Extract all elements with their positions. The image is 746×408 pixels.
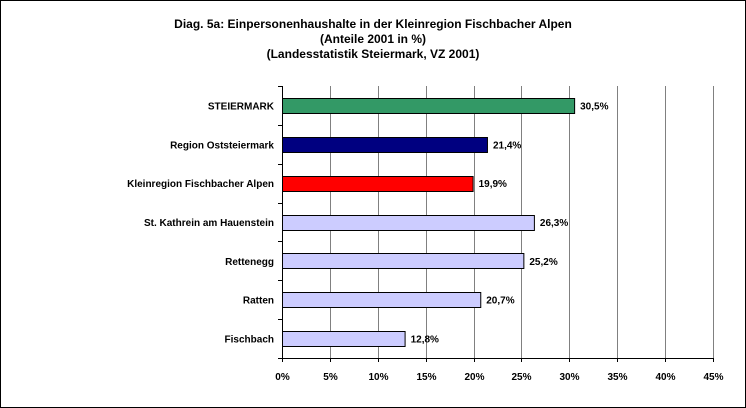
category-label: Region Oststeiermark [170, 140, 274, 151]
x-tick-label: 25% [511, 372, 531, 383]
x-tick-label: 40% [655, 372, 675, 383]
data-label: 21,4% [493, 140, 521, 151]
category-label: STEIERMARK [208, 101, 275, 112]
bar [282, 215, 535, 231]
data-label: 30,5% [580, 101, 608, 112]
data-label: 26,3% [540, 218, 568, 229]
x-tick-label: 35% [607, 372, 627, 383]
x-tick-label: 45% [703, 372, 723, 383]
x-tick-label: 0% [275, 372, 290, 383]
category-label: Rettenegg [225, 257, 274, 268]
bar [282, 137, 488, 153]
chart-subtitle: (Anteile 2001 in %) [319, 32, 427, 46]
data-label: 25,2% [529, 257, 557, 268]
x-tick-label: 15% [416, 372, 436, 383]
category-label: Kleinregion Fischbacher Alpen [127, 179, 274, 190]
category-label: St. Kathrein am Hauenstein [144, 218, 274, 229]
x-tick-label: 30% [559, 372, 579, 383]
bar [282, 331, 406, 347]
x-tick-label: 5% [323, 372, 338, 383]
data-label: 12,8% [411, 335, 439, 346]
x-tick-label: 10% [368, 372, 388, 383]
x-tick-label: 20% [464, 372, 484, 383]
category-label: Fischbach [225, 335, 274, 346]
chart-source: (Landesstatistik Steiermark, VZ 2001) [266, 47, 480, 61]
data-label: 20,7% [486, 296, 514, 307]
data-label: 19,9% [479, 179, 507, 190]
bar [282, 176, 474, 192]
category-label: Ratten [243, 296, 274, 307]
bar [282, 292, 482, 308]
chart-title: Diag. 5a: Einpersonenhaushalte in der Kl… [174, 17, 572, 31]
bar [282, 253, 525, 269]
bar [282, 98, 576, 114]
